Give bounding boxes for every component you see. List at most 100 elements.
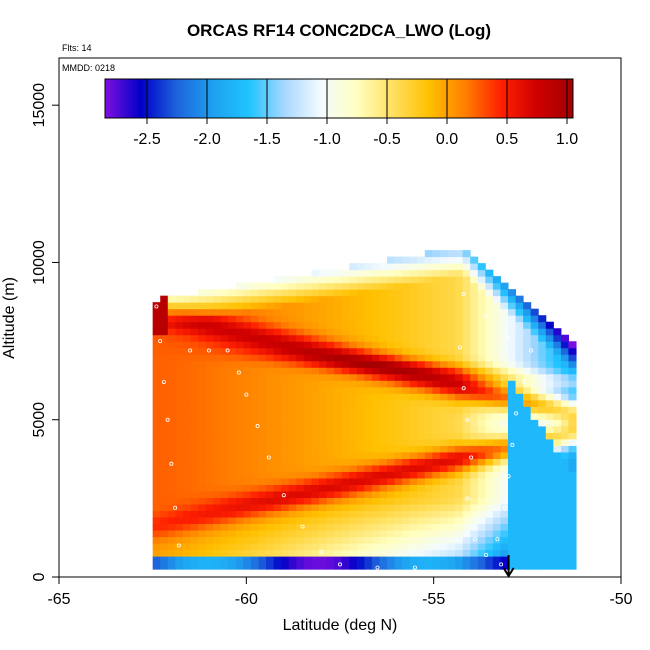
heatmap-cell bbox=[303, 425, 312, 433]
heatmap-cell bbox=[258, 393, 267, 401]
heatmap-cell bbox=[326, 393, 335, 401]
heatmap-cell bbox=[213, 373, 222, 381]
heatmap-cell bbox=[523, 536, 532, 544]
heatmap-cell bbox=[545, 445, 554, 453]
heatmap-cell bbox=[492, 399, 501, 407]
heatmap-cell bbox=[424, 458, 433, 466]
heatmap-cell bbox=[364, 425, 373, 433]
heatmap-cell bbox=[545, 477, 554, 485]
heatmap-cell bbox=[364, 510, 373, 518]
heatmap-cell bbox=[371, 419, 380, 427]
heatmap-cell bbox=[296, 308, 305, 316]
heatmap-cell bbox=[296, 549, 305, 557]
heatmap-cell bbox=[198, 504, 207, 512]
heatmap-cell bbox=[303, 302, 312, 310]
heatmap-cell bbox=[160, 302, 169, 310]
heatmap-cell bbox=[538, 510, 547, 518]
heatmap-cell bbox=[167, 308, 176, 316]
heatmap-cell bbox=[273, 523, 282, 531]
heatmap-cell bbox=[198, 347, 207, 355]
heatmap-cell bbox=[553, 464, 562, 472]
heatmap-cell bbox=[538, 367, 547, 375]
heatmap-cell bbox=[266, 504, 275, 512]
heatmap-cell bbox=[175, 328, 184, 336]
heatmap-cell bbox=[439, 517, 449, 525]
heatmap-cell bbox=[523, 386, 532, 394]
heatmap-cell bbox=[492, 276, 501, 284]
heatmap-cell bbox=[402, 491, 411, 499]
heatmap-cell bbox=[492, 556, 501, 564]
heatmap-cell bbox=[409, 556, 418, 564]
heatmap-cell bbox=[182, 517, 191, 525]
heatmap-cell bbox=[447, 562, 456, 570]
heatmap-cell bbox=[508, 562, 517, 570]
heatmap-cell bbox=[470, 477, 479, 485]
heatmap-cell bbox=[198, 530, 207, 538]
heatmap-cell bbox=[447, 556, 456, 564]
heatmap-cell bbox=[424, 302, 433, 310]
heatmap-cell bbox=[394, 425, 403, 433]
heatmap-cell bbox=[334, 347, 343, 355]
heatmap-cell bbox=[508, 406, 517, 414]
heatmap-cell bbox=[508, 347, 517, 355]
heatmap-cell bbox=[326, 477, 335, 485]
heatmap-cell bbox=[198, 406, 207, 414]
heatmap-cell bbox=[432, 289, 441, 297]
heatmap-cell bbox=[462, 393, 471, 401]
heatmap-cell bbox=[394, 523, 403, 531]
heatmap-cell bbox=[447, 438, 456, 446]
heatmap-cell bbox=[523, 497, 532, 505]
heatmap-cell bbox=[477, 536, 486, 544]
heatmap-cell bbox=[220, 517, 229, 525]
heatmap-cell bbox=[417, 393, 426, 401]
heatmap-cell bbox=[281, 451, 290, 459]
heatmap-cell bbox=[508, 510, 517, 518]
heatmap-cell bbox=[560, 347, 569, 355]
heatmap-cell bbox=[235, 321, 244, 329]
heatmap-cell bbox=[311, 347, 320, 355]
heatmap-cell bbox=[553, 523, 562, 531]
heatmap-cell bbox=[560, 334, 569, 342]
heatmap-cell bbox=[394, 321, 403, 329]
heatmap-cell bbox=[364, 491, 373, 499]
heatmap-cell bbox=[281, 289, 290, 297]
heatmap-cell bbox=[470, 321, 479, 329]
heatmap-cell bbox=[258, 334, 267, 342]
heatmap-cell bbox=[402, 406, 411, 414]
heatmap-cell bbox=[258, 445, 267, 453]
heatmap-cell bbox=[409, 491, 418, 499]
heatmap-cell bbox=[243, 536, 252, 544]
heatmap-cell bbox=[409, 308, 418, 316]
heatmap-cell bbox=[311, 425, 320, 433]
heatmap-cell bbox=[394, 562, 403, 570]
heatmap-cell bbox=[364, 360, 373, 368]
heatmap-cell bbox=[379, 504, 388, 512]
heatmap-cell bbox=[492, 302, 501, 310]
heatmap-cell bbox=[326, 360, 335, 368]
heatmap-cell bbox=[334, 530, 343, 538]
heatmap-cell bbox=[334, 328, 343, 336]
heatmap-cell bbox=[258, 282, 267, 290]
heatmap-cell bbox=[538, 491, 547, 499]
heatmap-cell bbox=[424, 276, 433, 284]
heatmap-cell bbox=[288, 393, 297, 401]
x-axis: -65 -60 -55 -50 bbox=[47, 577, 633, 608]
heatmap-cell bbox=[334, 399, 343, 407]
heatmap-cell bbox=[175, 373, 184, 381]
heatmap-cell bbox=[387, 406, 396, 414]
heatmap-cell bbox=[152, 315, 161, 323]
heatmap-cell bbox=[258, 523, 267, 531]
heatmap-cell bbox=[447, 263, 456, 271]
heatmap-cell bbox=[198, 432, 207, 440]
heatmap-cell bbox=[545, 497, 554, 505]
heatmap-cell bbox=[303, 471, 312, 479]
heatmap-cell bbox=[205, 504, 214, 512]
heatmap-cell bbox=[553, 334, 562, 342]
heatmap-cell bbox=[439, 367, 449, 375]
heatmap-cell bbox=[455, 549, 464, 557]
heatmap-cell bbox=[250, 347, 260, 355]
heatmap-cell bbox=[266, 354, 275, 362]
heatmap-cell bbox=[356, 321, 365, 329]
heatmap-cell bbox=[439, 523, 449, 531]
heatmap-cell bbox=[553, 536, 562, 544]
